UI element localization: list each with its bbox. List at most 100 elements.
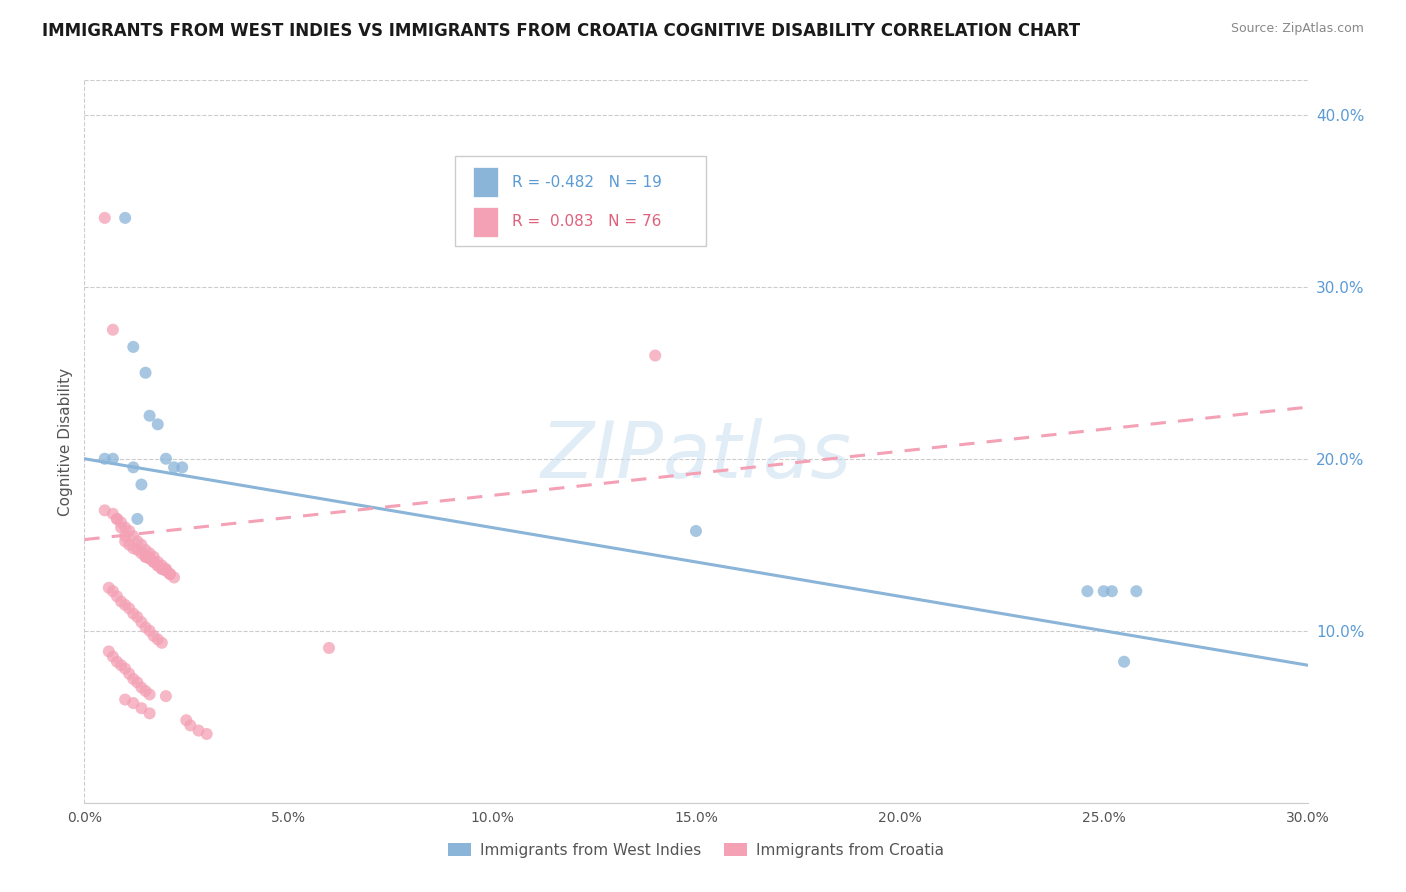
Point: [1101, 584, 1123, 599]
Point: [114, 534, 136, 549]
Y-axis label: Cognitive Disability: Cognitive Disability: [58, 368, 73, 516]
Point: [110, 516, 132, 530]
Point: [138, 409, 160, 423]
Point: [131, 546, 153, 560]
Point: [122, 340, 145, 354]
Point: [685, 524, 707, 538]
Point: [118, 524, 141, 538]
Point: [101, 451, 124, 466]
Point: [150, 636, 173, 650]
Point: [114, 211, 136, 225]
Point: [159, 567, 181, 582]
Point: [110, 658, 132, 673]
Point: [114, 529, 136, 543]
Point: [93, 451, 115, 466]
FancyBboxPatch shape: [456, 156, 706, 246]
Point: [138, 687, 160, 701]
Point: [101, 323, 124, 337]
Point: [135, 684, 157, 698]
Point: [131, 701, 153, 715]
Point: [142, 555, 165, 569]
Point: [93, 503, 115, 517]
Point: [118, 538, 141, 552]
Point: [101, 584, 124, 599]
Point: [101, 507, 124, 521]
Point: [150, 562, 173, 576]
Text: R =  0.083   N = 76: R = 0.083 N = 76: [513, 214, 662, 229]
Point: [195, 727, 218, 741]
Point: [127, 534, 149, 549]
Point: [105, 655, 128, 669]
Point: [179, 718, 201, 732]
Point: [101, 649, 124, 664]
Point: [1076, 584, 1098, 599]
Point: [146, 558, 169, 573]
Point: [122, 607, 145, 621]
Point: [114, 598, 136, 612]
Point: [105, 590, 128, 604]
Point: [155, 689, 177, 703]
Point: [131, 538, 153, 552]
Point: [131, 477, 153, 491]
FancyBboxPatch shape: [474, 207, 498, 237]
Point: [1125, 584, 1147, 599]
Point: [155, 562, 177, 576]
Point: [174, 713, 197, 727]
Point: [146, 558, 169, 573]
Point: [163, 570, 186, 584]
Point: [163, 460, 186, 475]
Point: [114, 520, 136, 534]
Point: [105, 512, 128, 526]
Point: [131, 681, 153, 695]
Point: [131, 615, 153, 630]
Point: [142, 555, 165, 569]
Point: [127, 675, 149, 690]
Text: R = -0.482   N = 19: R = -0.482 N = 19: [513, 175, 662, 190]
Point: [150, 558, 173, 573]
Text: ZIPatlas: ZIPatlas: [540, 418, 852, 494]
Point: [138, 706, 160, 721]
Point: [146, 632, 169, 647]
Point: [122, 696, 145, 710]
Point: [155, 564, 177, 578]
Point: [155, 451, 177, 466]
Point: [135, 549, 157, 564]
Point: [155, 564, 177, 578]
Point: [135, 542, 157, 557]
Point: [1114, 655, 1136, 669]
Text: IMMIGRANTS FROM WEST INDIES VS IMMIGRANTS FROM CROATIA COGNITIVE DISABILITY CORR: IMMIGRANTS FROM WEST INDIES VS IMMIGRANT…: [42, 22, 1080, 40]
Point: [138, 551, 160, 566]
Point: [122, 460, 145, 475]
Point: [138, 624, 160, 638]
Point: [105, 512, 128, 526]
Point: [110, 520, 132, 534]
Point: [122, 672, 145, 686]
Point: [135, 549, 157, 564]
FancyBboxPatch shape: [474, 167, 498, 197]
Point: [127, 512, 149, 526]
Point: [318, 640, 340, 655]
Point: [135, 366, 157, 380]
Point: [150, 562, 173, 576]
Point: [146, 417, 169, 432]
Point: [118, 666, 141, 681]
Point: [142, 549, 165, 564]
Point: [187, 723, 209, 738]
Point: [135, 620, 157, 634]
Point: [159, 567, 181, 582]
Point: [644, 349, 666, 363]
Point: [127, 542, 149, 557]
Point: [93, 211, 115, 225]
Point: [142, 629, 165, 643]
Point: [114, 692, 136, 706]
Point: [138, 551, 160, 566]
Point: [172, 460, 194, 475]
Point: [127, 610, 149, 624]
Point: [138, 546, 160, 560]
Point: [146, 555, 169, 569]
Point: [110, 594, 132, 608]
Point: [97, 644, 120, 658]
Point: [114, 662, 136, 676]
Point: [1092, 584, 1115, 599]
Point: [97, 581, 120, 595]
